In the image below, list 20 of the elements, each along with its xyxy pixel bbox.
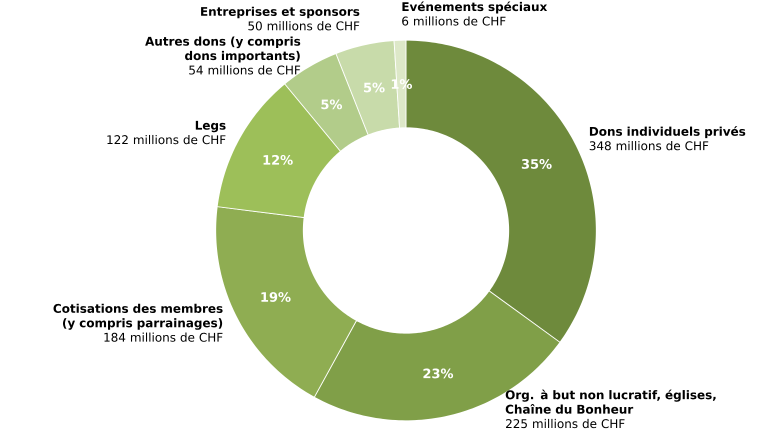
slice-label: Org. à but non lucratif, églises, Chaîne du Bonheur xyxy=(506,390,716,414)
data-label: 5% xyxy=(364,82,385,93)
data-label: 35% xyxy=(522,159,552,170)
slice-label: Legs xyxy=(196,121,226,132)
slice-label: Entreprises et sponsors xyxy=(201,6,360,18)
data-label: 23% xyxy=(423,368,454,379)
slice-label: Evénements spéciaux xyxy=(402,2,548,14)
text: 348 millions de CHF xyxy=(590,141,708,150)
text: 225 millions de CHF xyxy=(506,419,625,428)
text: 54 millions de CHF xyxy=(189,66,300,75)
slice-label: Cotisations des membres (y compris parrainages) xyxy=(54,304,223,330)
data-label: 5% xyxy=(321,100,342,110)
data-label: 19% xyxy=(261,292,291,302)
data-label: 12% xyxy=(264,155,293,166)
text: 50 millions de CHF xyxy=(248,21,360,31)
slice-label: Autres dons (y compris dons importants) xyxy=(145,36,300,63)
slice-label: Dons individuels privés xyxy=(590,126,746,138)
text: 122 millions de CHF xyxy=(107,135,226,144)
text: 184 millions de CHF xyxy=(104,332,222,342)
text: 6 millions de CHF xyxy=(402,16,506,26)
